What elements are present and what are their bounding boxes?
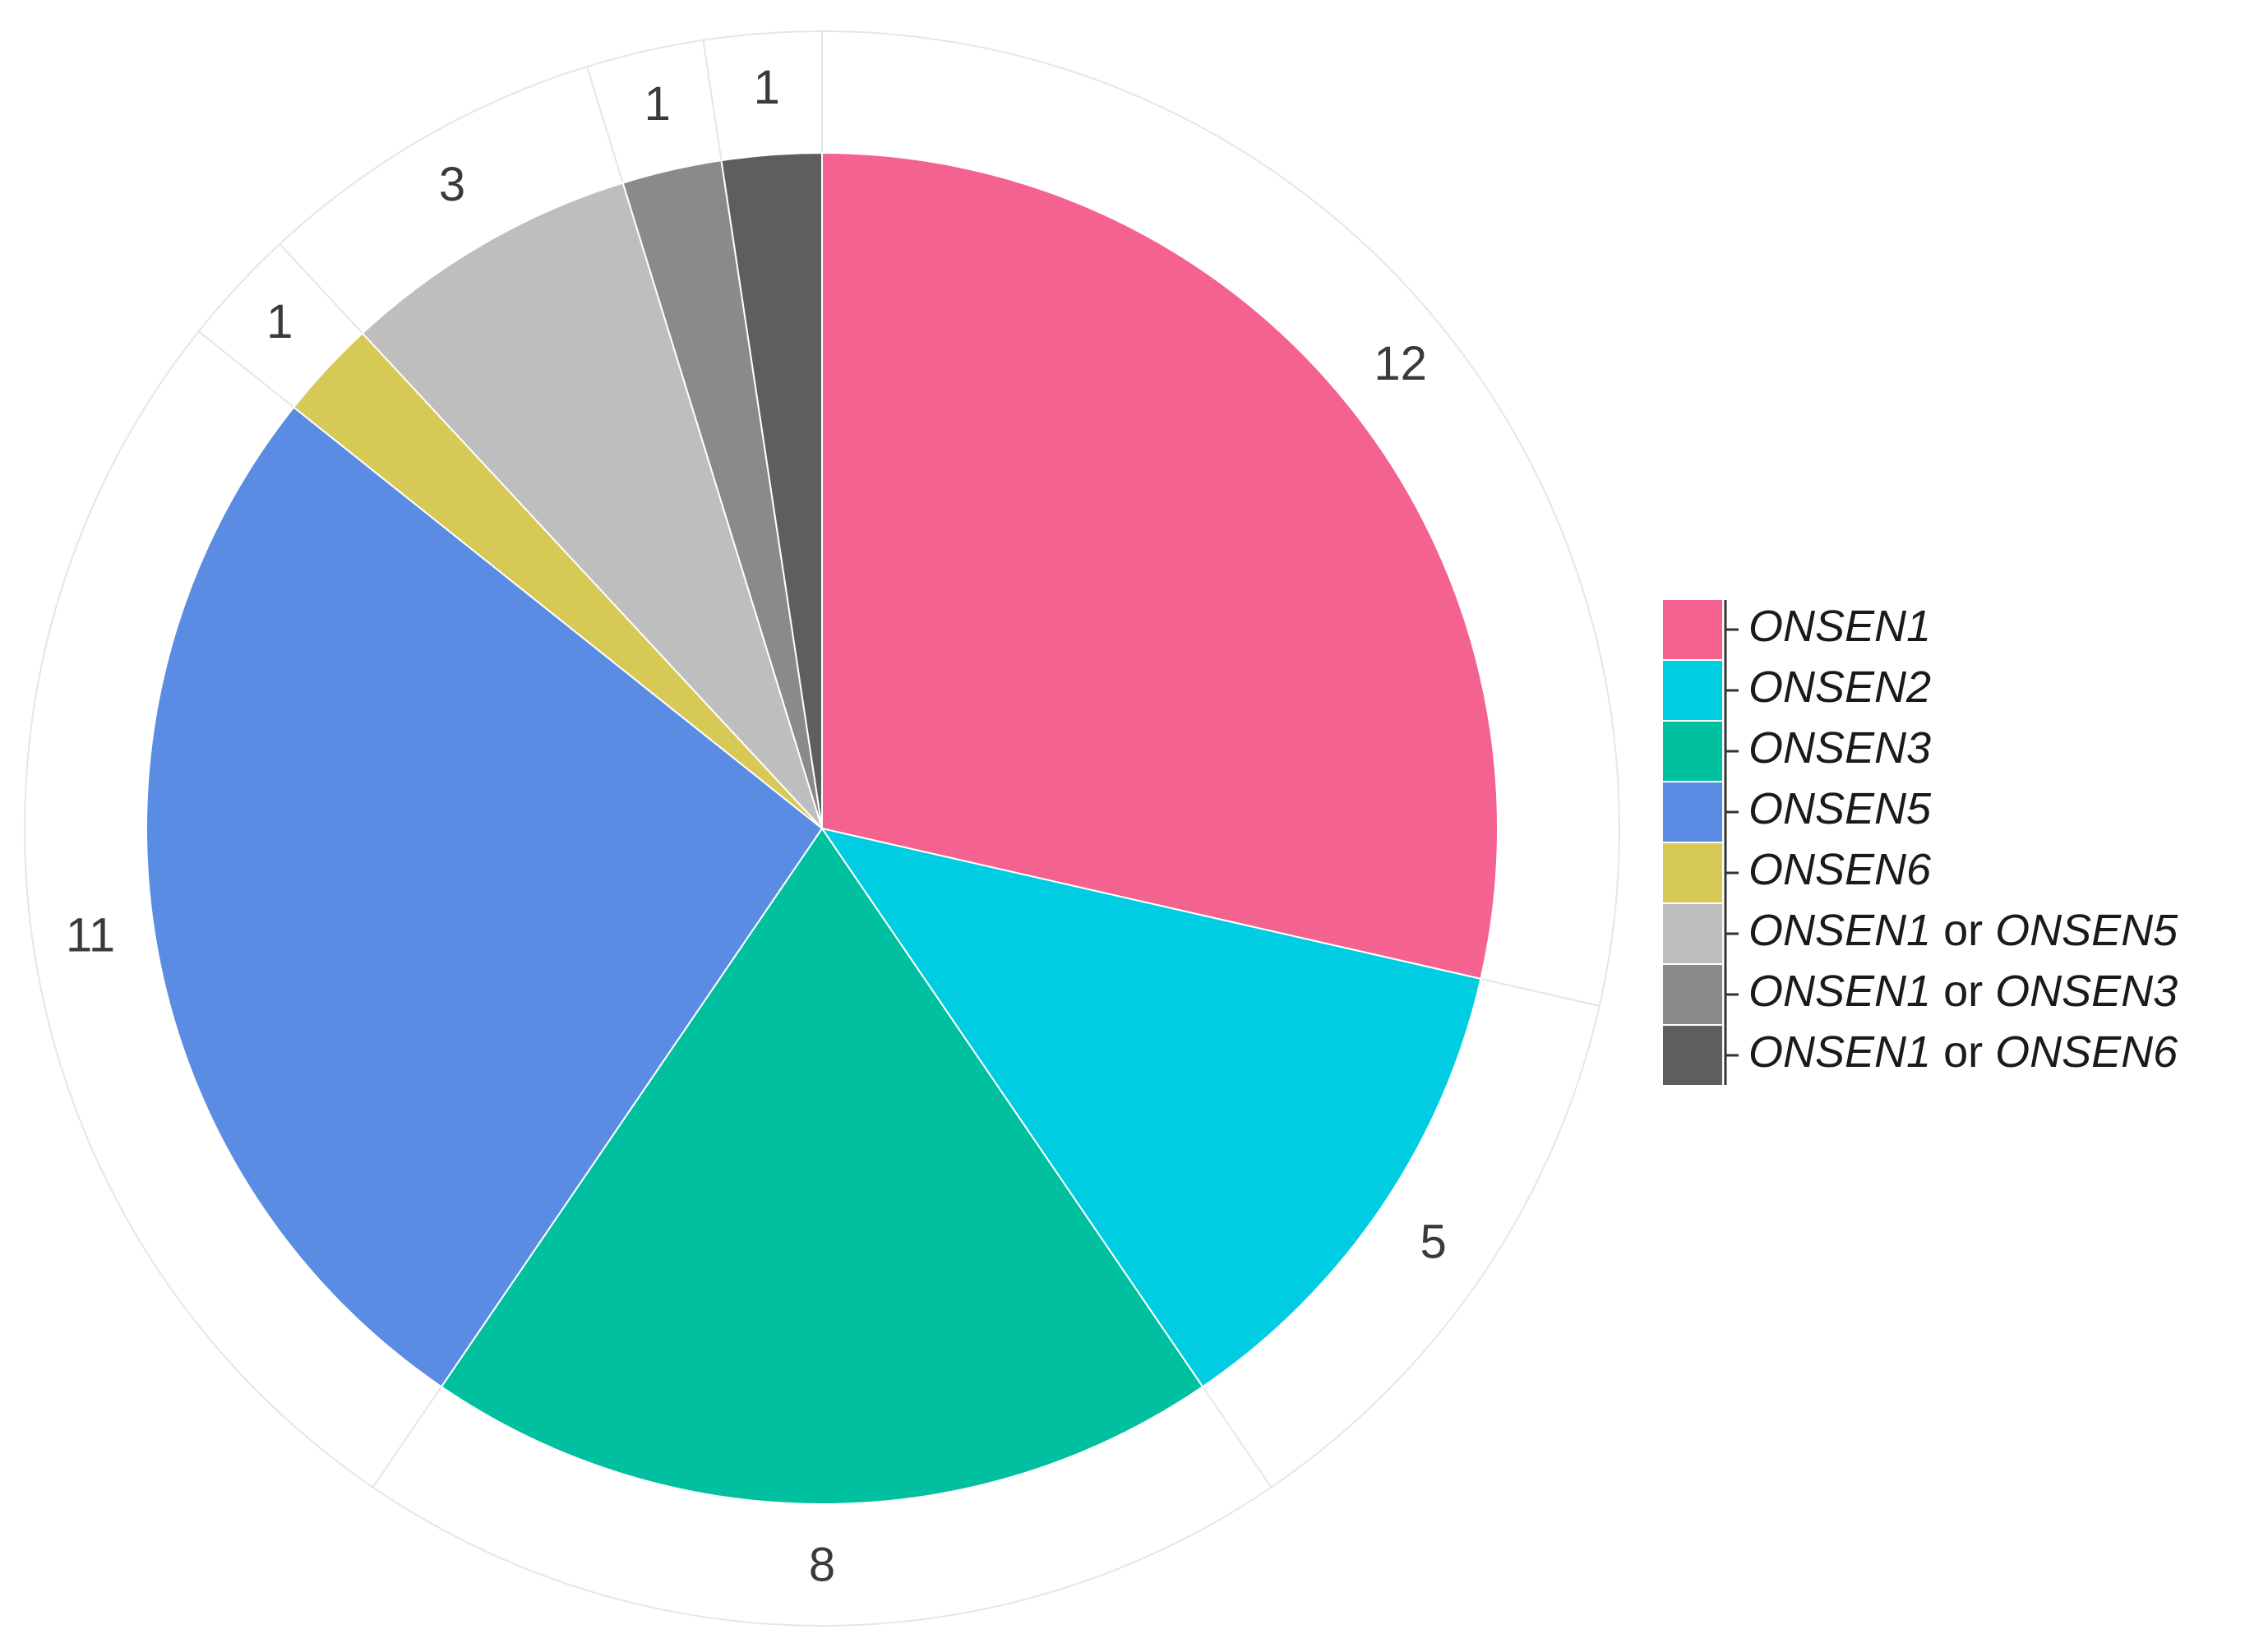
legend-label-part: ONSEN1 [1748,967,1931,1016]
slice-value-label: 1 [644,77,671,131]
slice-value-label: 12 [1374,337,1427,390]
pie-slices [146,151,1499,1506]
pie-slice-onsen2 [820,827,1482,1388]
slice-value-label: 1 [754,61,780,114]
legend-label: ONSEN2 [1748,662,1931,712]
legend-label-part: ONSEN6 [1748,845,1932,894]
radial-gridline [372,1386,442,1488]
radial-gridline [702,39,723,161]
slice-value-label: 3 [439,158,465,211]
legend-label-part: ONSEN1 [1748,1027,1931,1077]
legend-label-part: ONSEN6 [1995,1027,2178,1077]
legend-swatch [1663,782,1722,842]
polar-grid [24,30,1620,1627]
pie-slice-onsen1-or-onsen5 [361,182,823,829]
legend-swatch [1663,843,1722,902]
legend-swatch [1663,904,1722,963]
legend-label-part: or [1931,1027,1995,1077]
legend-label-part: ONSEN3 [1995,967,2178,1016]
legend-swatch [1663,722,1722,781]
legend-label: ONSEN3 [1748,723,1931,773]
slice-value-label: 5 [1420,1215,1446,1268]
pie-slice-onsen1-or-onsen6 [720,151,823,829]
slice-value-label: 8 [809,1538,835,1591]
legend-label-part: ONSEN5 [1995,906,2178,955]
radial-gridline [279,243,363,335]
legend-swatch [1663,661,1722,720]
legend-label: ONSEN5 [1748,784,1932,833]
legend-label-part: ONSEN1 [1748,602,1931,651]
pie-slice-onsen5 [146,406,824,1388]
slice-value-label: 1 [266,295,293,348]
legend-label: ONSEN1 or ONSEN6 [1748,1027,2178,1077]
legend-swatch [1663,600,1722,659]
radial-gridline [1202,1386,1273,1488]
legend-swatch [1663,1026,1722,1085]
pie-slice-onsen3 [440,827,1204,1506]
legend-label-part: or [1931,967,1995,1016]
legend-label-part: or [1931,906,1995,955]
legend-label-part: ONSEN5 [1748,784,1932,833]
slice-value-label: 11 [66,908,115,962]
legend-label: ONSEN1 [1748,602,1931,651]
legend-label-part: ONSEN1 [1748,906,1931,955]
radial-gridline [1480,977,1600,1007]
pie-slice-onsen1 [821,151,1499,981]
legend-label: ONSEN1 or ONSEN3 [1748,967,2178,1016]
radial-gridline [586,66,624,183]
legend-label: ONSEN6 [1748,845,1932,894]
legend-swatch [1663,965,1722,1024]
radial-gridline [197,330,294,408]
legend-label-part: ONSEN3 [1748,723,1931,773]
legend-label: ONSEN1 or ONSEN5 [1748,906,2178,955]
legend-label-part: ONSEN2 [1748,662,1931,712]
